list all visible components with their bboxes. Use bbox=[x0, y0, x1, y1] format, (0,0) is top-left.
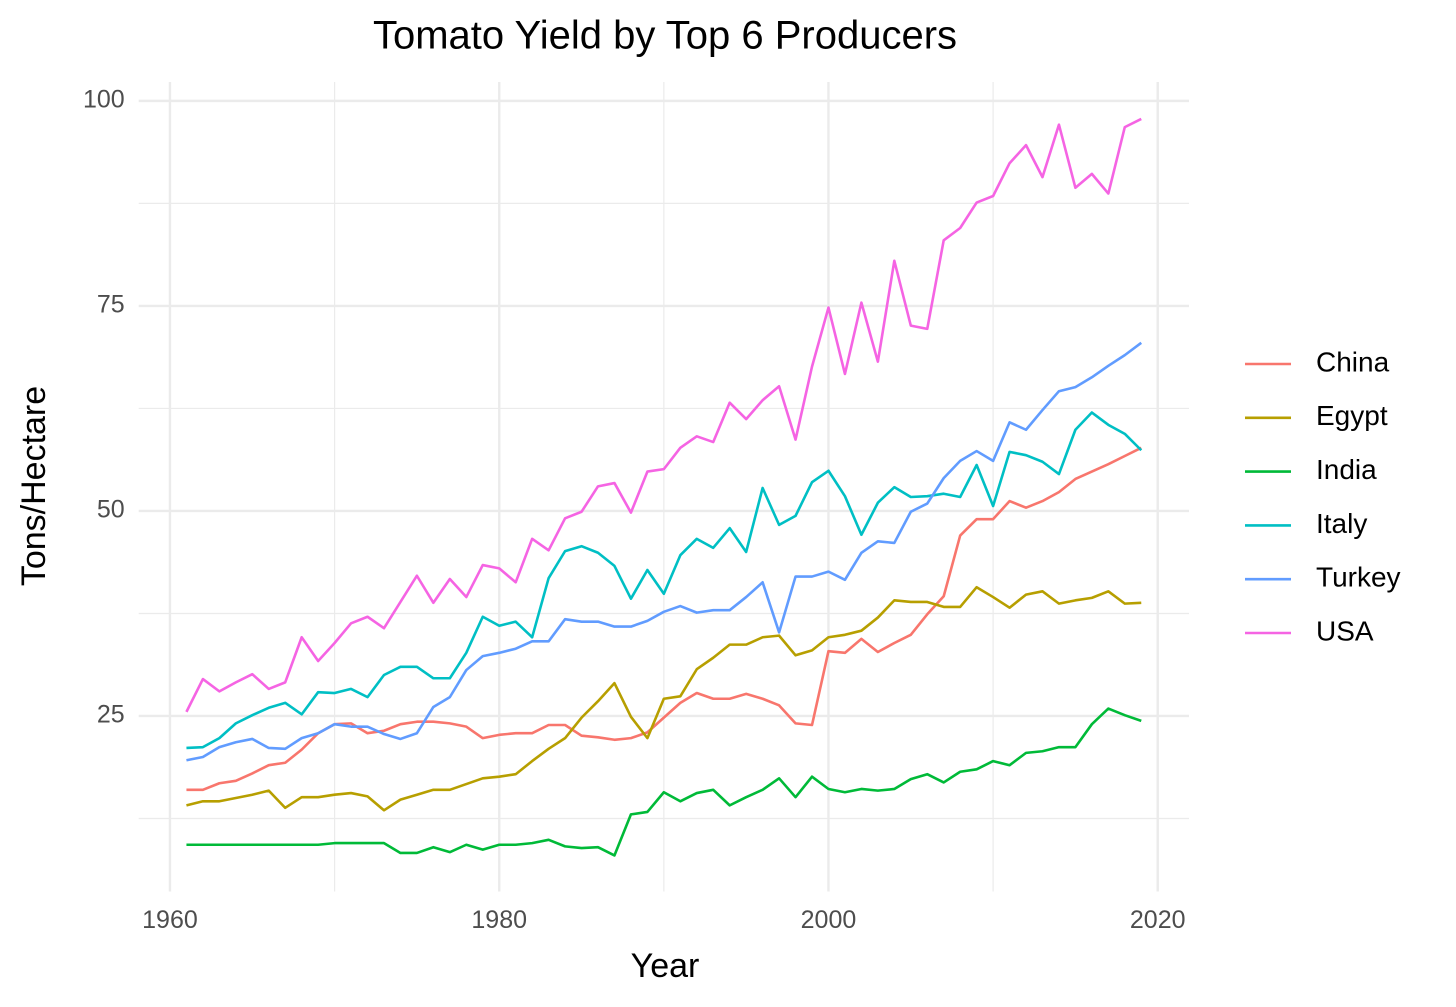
x-tick-label: 1980 bbox=[471, 906, 527, 934]
line-series bbox=[186, 446, 1142, 792]
line-series bbox=[186, 585, 1142, 812]
line-series bbox=[186, 411, 1143, 750]
chart-title: Tomato Yield by Top 6 Producers bbox=[373, 14, 957, 58]
line-series bbox=[185, 117, 1142, 713]
legend-label: China bbox=[1316, 346, 1390, 377]
x-tick-label: 2020 bbox=[1130, 906, 1186, 934]
y-tick-label: 100 bbox=[83, 85, 125, 113]
legend-label: USA bbox=[1316, 615, 1374, 646]
y-tick-label: 75 bbox=[97, 291, 125, 319]
line-series bbox=[186, 707, 1142, 857]
line-series bbox=[186, 341, 1143, 762]
x-tick-label: 1960 bbox=[142, 906, 198, 934]
legend-label: Egypt bbox=[1316, 400, 1388, 431]
legend-label: India bbox=[1316, 454, 1377, 485]
y-tick-label: 50 bbox=[97, 496, 125, 524]
legend-label: Italy bbox=[1316, 508, 1367, 539]
y-tick-label: 25 bbox=[97, 701, 125, 729]
x-tick-label: 2000 bbox=[801, 906, 857, 934]
x-axis-title: Year bbox=[631, 947, 700, 985]
y-axis-title: Tons/Hectare bbox=[15, 386, 53, 586]
legend-label: Turkey bbox=[1316, 562, 1401, 593]
